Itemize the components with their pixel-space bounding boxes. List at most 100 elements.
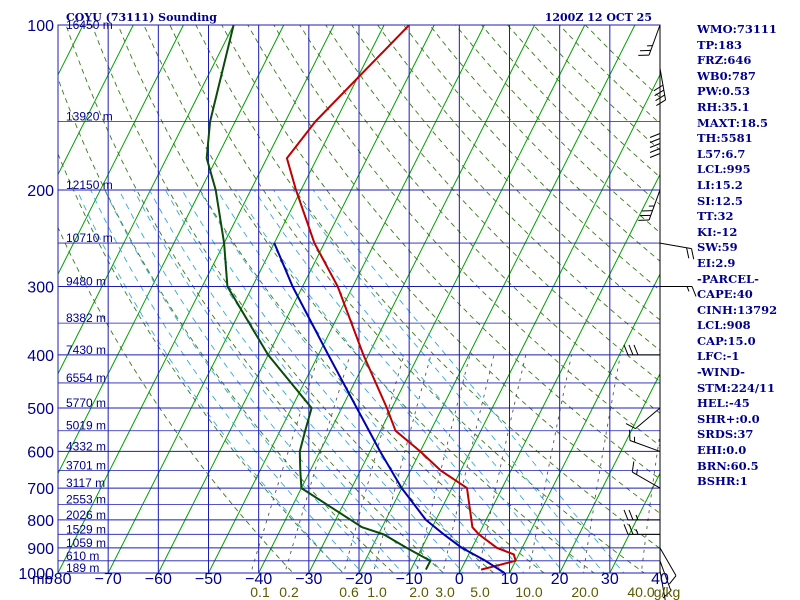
temp-tick-label: −60 bbox=[145, 571, 172, 588]
height-label: 9480 m bbox=[66, 274, 106, 288]
pressure-tick-label: 400 bbox=[27, 348, 54, 365]
chart-title: COYU (73111) Sounding bbox=[66, 11, 217, 24]
mixing-ratio-label: 0.1 bbox=[250, 584, 270, 600]
dry-adiabat bbox=[195, 25, 660, 549]
pressure-tick-label: 100 bbox=[27, 18, 54, 35]
height-label: 7430 m bbox=[66, 343, 106, 357]
temp-tick-label: 10 bbox=[501, 571, 519, 588]
isotherm-line bbox=[58, 25, 235, 375]
index-item: CAP:15.0 bbox=[697, 333, 756, 348]
parcel-line bbox=[273, 242, 506, 573]
moist-adiabat bbox=[198, 189, 505, 573]
isotherm-line bbox=[58, 25, 335, 573]
indices-list: WMO:73111 TP:183 FRZ:646 WB0:787 PW:0.53 RH:3… bbox=[697, 22, 777, 490]
pressure-tick-label: 500 bbox=[27, 401, 54, 418]
mixing-ratio-label: 0.6 bbox=[339, 584, 359, 600]
wind-barb bbox=[659, 560, 672, 599]
dry-adiabat bbox=[117, 25, 545, 573]
wind-barb bbox=[638, 24, 661, 56]
height-label: 5019 m bbox=[66, 419, 106, 433]
wind-barb bbox=[623, 509, 660, 521]
height-label: 13920 m bbox=[66, 109, 113, 123]
wind-barb bbox=[631, 461, 661, 489]
pressure-tick-label: 700 bbox=[27, 481, 54, 498]
wind-barb bbox=[659, 547, 677, 585]
wind-barb bbox=[623, 524, 660, 535]
index-item: PW:0.53 bbox=[697, 84, 751, 99]
pressure-tick-label: 800 bbox=[27, 513, 54, 530]
index-item: CINH:13792 bbox=[697, 302, 778, 317]
index-item: -PARCEL- bbox=[697, 271, 759, 286]
index-item: CAPE:40 bbox=[697, 287, 753, 302]
index-item: LCL:995 bbox=[697, 162, 751, 177]
isotherm-line bbox=[458, 173, 660, 573]
wind-barbs bbox=[623, 24, 697, 600]
temp-tick-label: 40 bbox=[651, 571, 669, 588]
isotherm-line bbox=[509, 272, 660, 573]
height-label: 610 m bbox=[66, 549, 99, 563]
isotherm-line bbox=[408, 73, 660, 573]
height-label: 1059 m bbox=[66, 536, 106, 550]
index-item: TH:5581 bbox=[697, 131, 753, 146]
temp-tick-label: −50 bbox=[195, 571, 222, 588]
moist-adiabat bbox=[234, 189, 545, 573]
height-label: 1529 m bbox=[66, 522, 106, 536]
index-item: L57:6.7 bbox=[697, 146, 746, 161]
index-item: EI:2.9 bbox=[697, 255, 736, 270]
height-label: 3117 m bbox=[66, 476, 105, 490]
mixing-ratio-line bbox=[284, 354, 351, 573]
wind-barb bbox=[653, 68, 667, 107]
height-label: 2553 m bbox=[66, 493, 106, 507]
index-item: LFC:-1 bbox=[697, 349, 740, 364]
dry-adiabat bbox=[143, 25, 595, 573]
index-item: LCL:908 bbox=[697, 318, 751, 333]
mixing-ratio-line bbox=[415, 354, 471, 573]
temp-tick-label: −80 bbox=[44, 571, 71, 588]
chart-time: 1200Z 12 OCT 25 bbox=[545, 11, 652, 24]
index-item: BRN:60.5 bbox=[697, 458, 759, 473]
isotherm-line bbox=[58, 25, 184, 276]
isotherm-line bbox=[208, 25, 485, 573]
wind-barb bbox=[638, 189, 661, 221]
pressure-tick-label: 600 bbox=[27, 444, 54, 461]
index-item: BSHR:1 bbox=[697, 474, 748, 489]
moist-adiabat bbox=[273, 189, 585, 573]
isotherm-line bbox=[58, 25, 134, 176]
index-item: SW:59 bbox=[697, 240, 738, 255]
height-label: 189 m bbox=[66, 561, 99, 575]
mixing-ratio-label: 20.0 bbox=[571, 584, 598, 600]
pressure-tick-label: 900 bbox=[27, 541, 54, 558]
moist-adiabat bbox=[76, 189, 344, 573]
mixing-ratio-line bbox=[343, 354, 405, 573]
index-item: HEL:-45 bbox=[697, 396, 750, 411]
height-label: 8382 m bbox=[66, 311, 106, 325]
temp-tick-label: −30 bbox=[295, 571, 322, 588]
isotherm-line bbox=[157, 25, 435, 573]
index-item: KI:-12 bbox=[697, 224, 738, 239]
height-label: 2026 m bbox=[66, 508, 106, 522]
mixing-ratio-label: 0.2 bbox=[279, 584, 299, 600]
moist-adiabat bbox=[90, 189, 364, 573]
index-item: TT:32 bbox=[697, 209, 734, 224]
height-label: 12150 m bbox=[66, 178, 113, 192]
temp-tick-label: 20 bbox=[551, 571, 569, 588]
temp-tick-label: −70 bbox=[95, 571, 122, 588]
profiles bbox=[205, 25, 517, 573]
mixing-ratio-line bbox=[582, 354, 621, 573]
moist-adiabat bbox=[312, 189, 625, 573]
wind-barb bbox=[660, 285, 697, 297]
isotherm-line bbox=[258, 25, 536, 573]
wind-barb bbox=[649, 121, 661, 158]
index-item: STM:224/11 bbox=[697, 380, 776, 395]
temp-tick-label: −20 bbox=[345, 571, 372, 588]
moist-adiabat bbox=[253, 189, 565, 573]
pressure-tick-label: 200 bbox=[27, 183, 54, 200]
isotherm-line bbox=[358, 25, 636, 573]
isotherm-line bbox=[609, 472, 660, 573]
index-item: WMO:73111 bbox=[697, 22, 777, 36]
mixing-ratio-line bbox=[528, 354, 572, 573]
mixing-ratio-label: 5.0 bbox=[470, 584, 490, 600]
pressure-unit-label: mb bbox=[32, 571, 53, 588]
temp-tick-label: 30 bbox=[601, 571, 619, 588]
